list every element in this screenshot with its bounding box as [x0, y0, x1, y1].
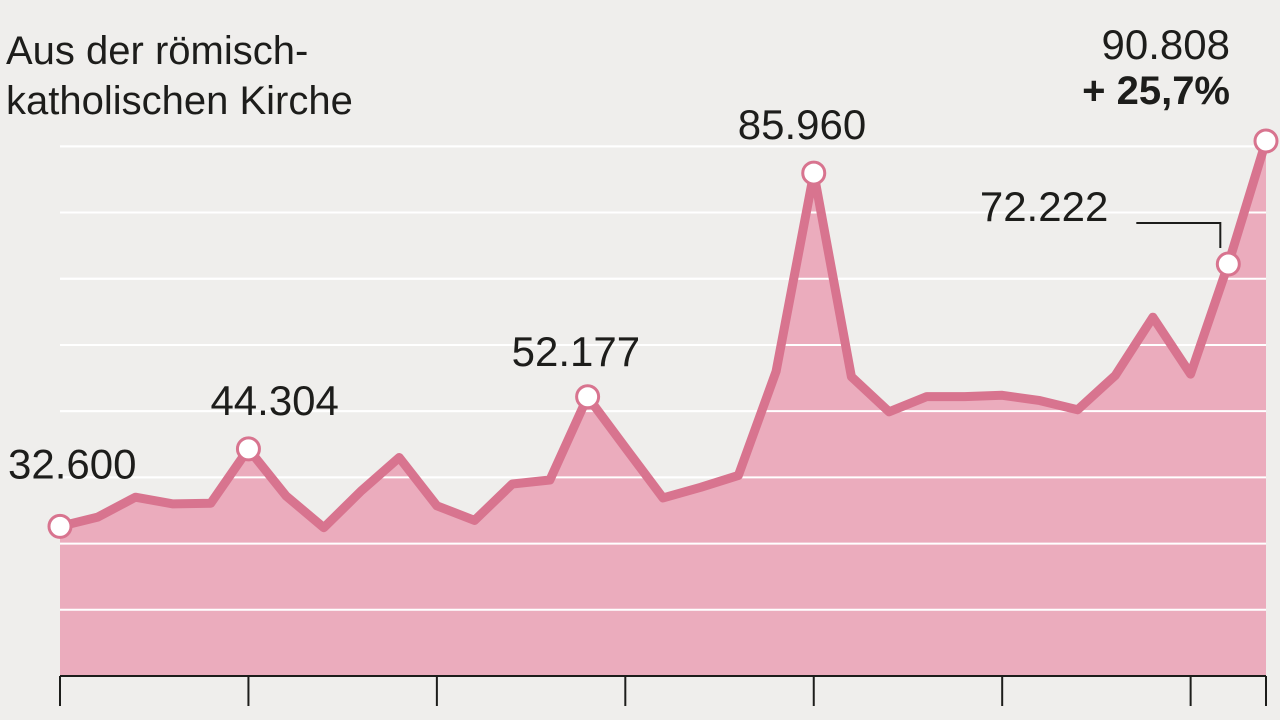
- data-label: 52.177: [512, 328, 640, 375]
- series-line: [55, 136, 1271, 533]
- area-fill: [60, 141, 1266, 676]
- data-label: 90.808: [1102, 21, 1230, 68]
- data-point-marker: [801, 160, 827, 186]
- data-label: 85.960: [738, 101, 866, 148]
- data-point-marker: [1253, 128, 1279, 154]
- x-axis: [59, 675, 1267, 706]
- data-label: 72.222: [980, 183, 1108, 230]
- data-label: 32.600: [8, 440, 136, 487]
- data-point-marker: [575, 384, 601, 410]
- title-line-2: katholischen Kirche: [6, 79, 353, 123]
- data-point-marker: [47, 513, 73, 539]
- markers: [47, 128, 1279, 539]
- data-labels: 32.600 44.304 52.177 85.960 72.222 90.808+ 25…: [8, 21, 1230, 487]
- chart-title: Aus der römisch- katholischen Kirche: [6, 26, 353, 126]
- change-label: + 25,7%: [1082, 69, 1230, 113]
- data-point-marker: [1215, 251, 1241, 277]
- data-label: 44.304: [210, 377, 338, 424]
- gridlines-over-area: [60, 145, 1266, 611]
- title-line-1: Aus der römisch-: [6, 29, 309, 73]
- leader-line: [1136, 222, 1222, 249]
- data-point-marker: [235, 436, 261, 462]
